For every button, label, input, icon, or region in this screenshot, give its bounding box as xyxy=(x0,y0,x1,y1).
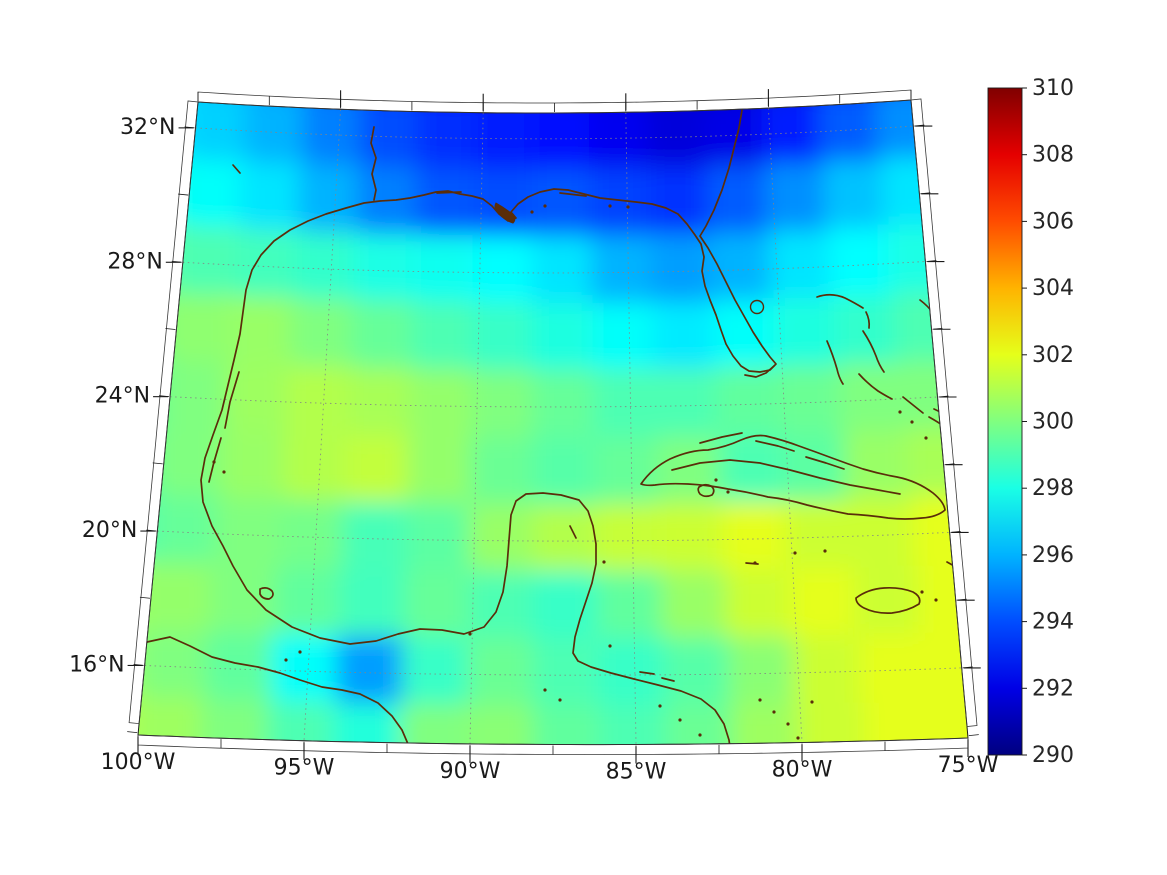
map-frame xyxy=(127,89,981,764)
lat-tick-label: 32°N xyxy=(120,115,175,140)
colorbar-tick-label: 306 xyxy=(1032,209,1074,234)
colorbar-tick-label: 300 xyxy=(1032,410,1074,435)
lon-tick-label: 90°W xyxy=(440,759,501,784)
colorbar-tick-label: 292 xyxy=(1032,676,1074,701)
lat-tick-label: 20°N xyxy=(82,518,137,543)
lon-tick-label: 75°W xyxy=(938,753,999,778)
lon-tick-label: 85°W xyxy=(606,760,667,785)
colorbar-tick-label: 302 xyxy=(1032,343,1074,368)
lat-tick-label: 16°N xyxy=(69,653,124,678)
coastline-layer xyxy=(146,109,964,745)
gridline-layer xyxy=(144,108,962,745)
lat-tick-label: 24°N xyxy=(95,384,150,409)
colorbar-tick-label: 308 xyxy=(1032,143,1074,168)
colorbar-tick-label: 310 xyxy=(1032,76,1074,101)
colorbar-tick-label: 304 xyxy=(1032,276,1074,301)
longitude-labels: 100°W 95°W 90°W 85°W 80°W 75°W xyxy=(101,750,999,785)
colorbar: 310 308 306 304 302 300 298 296 294 292 290 xyxy=(987,76,1074,768)
latitude-labels: 32°N 28°N 24°N 20°N 16°N xyxy=(69,115,175,678)
lat-tick-label: 28°N xyxy=(107,249,162,274)
colorbar-tick-label: 290 xyxy=(1032,743,1074,768)
lon-tick-label: 95°W xyxy=(274,756,335,781)
colorbar-tick-label: 296 xyxy=(1032,543,1074,568)
lon-tick-label: 100°W xyxy=(101,750,176,775)
colorbar-tick-label: 294 xyxy=(1032,610,1074,635)
lon-tick-label: 80°W xyxy=(772,758,833,783)
colorbar-tick-label: 298 xyxy=(1032,476,1074,501)
